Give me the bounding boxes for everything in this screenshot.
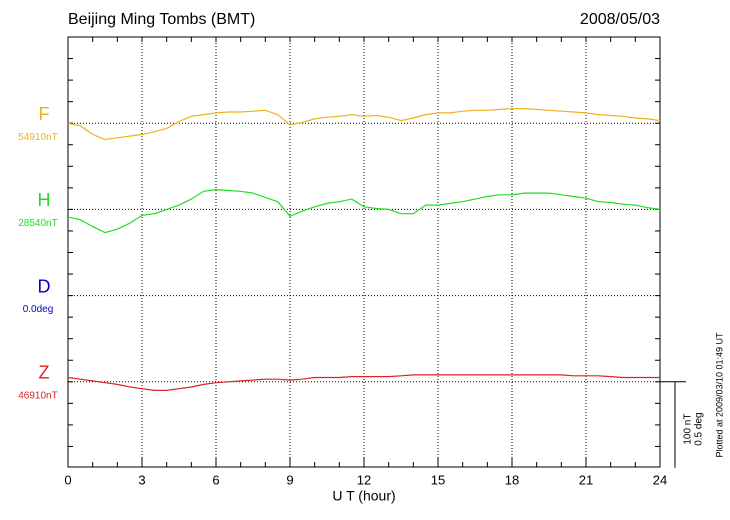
x-axis-label: U T (hour) <box>332 488 395 504</box>
baseline-label: 0.0deg <box>23 304 54 315</box>
x-tick-label: 18 <box>505 472 519 487</box>
series-name: Z <box>39 363 50 383</box>
series-name: F <box>39 104 50 124</box>
baseline-label: 54910nT <box>18 132 57 143</box>
x-tick-label: 15 <box>431 472 445 487</box>
series-name: D <box>38 276 51 296</box>
plot-note: Plotted at 2009/03/10 01:49 UT <box>714 332 724 458</box>
x-tick-label: 12 <box>357 472 371 487</box>
baseline-label: 28540nT <box>18 218 57 229</box>
series-line <box>67 188 661 234</box>
scale-label: 0.5 deg <box>694 412 705 445</box>
x-tick-label: 21 <box>579 472 593 487</box>
x-tick-label: 0 <box>64 472 71 487</box>
x-tick-label: 9 <box>286 472 293 487</box>
chart-date: 2008/05/03 <box>580 11 660 28</box>
x-tick-label: 24 <box>653 472 667 487</box>
series-line <box>67 374 660 391</box>
plot-frame <box>67 36 661 468</box>
series-name: H <box>38 190 51 210</box>
x-tick-label: 3 <box>138 472 145 487</box>
scale-label: 100 nT <box>683 414 694 445</box>
series-line <box>67 108 661 141</box>
chart-title: Beijing Ming Tombs (BMT) <box>68 11 255 28</box>
x-tick-label: 6 <box>212 472 219 487</box>
baseline-label: 46910nT <box>18 390 57 401</box>
